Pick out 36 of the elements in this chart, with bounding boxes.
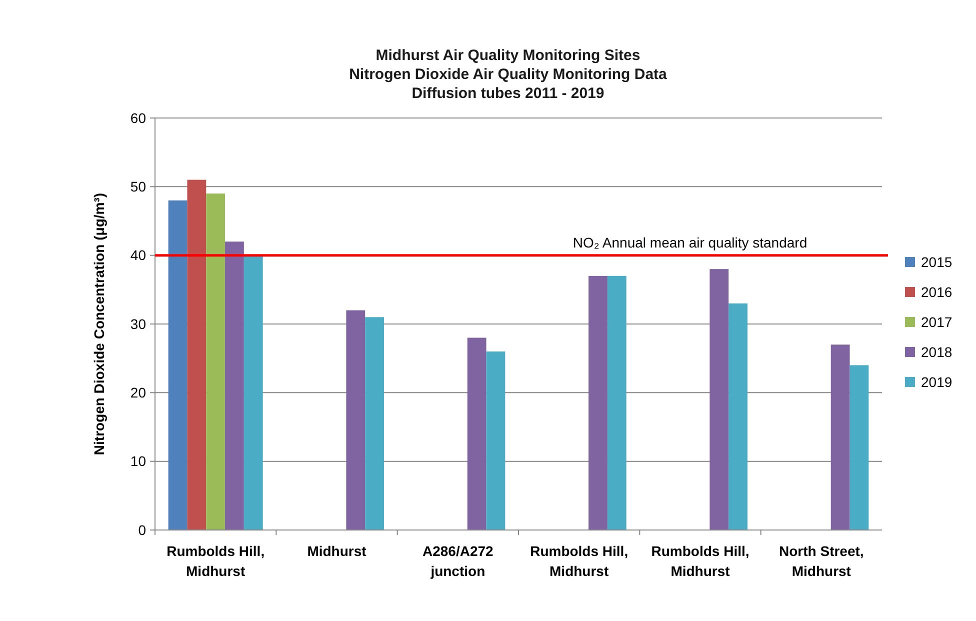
y-tick-label: 10 [130,453,146,470]
bar [607,276,626,530]
x-tick-label: A286/A272 junction [422,543,494,579]
legend-label: 2018 [921,344,952,360]
x-tick-label: Rumbolds Hill, Midhurst [166,543,265,579]
bar [486,351,506,530]
bar [588,276,608,530]
legend-label: 2019 [921,374,952,390]
bar [168,200,188,530]
bar [728,303,748,530]
bar [710,269,729,530]
x-tick-label: Midhurst [307,543,367,559]
bar [225,242,244,530]
y-tick-label: 0 [138,522,146,538]
ref-line-label: NO₂ Annual mean air quality standard [572,234,808,250]
x-tick-label: Rumbolds Hill, Midhurst [530,543,628,579]
bar [467,338,486,530]
legend-label: 2016 [921,284,952,300]
bar [346,310,366,530]
y-tick-label: 20 [130,384,146,401]
x-tick-label: Rumbolds Hill, Midhurst [651,543,750,579]
y-tick-label: 50 [130,178,146,195]
bar [244,255,263,530]
bar [206,194,226,530]
chart-title: Midhurst Air Quality Monitoring Sites Nitrogen Dioxide Air Quality Monitoring Data Diffusion tubes 2011 - 2019 [349,47,668,102]
bar [830,344,850,530]
bar [850,365,869,530]
legend-label: 2017 [921,314,952,330]
bar [187,180,206,530]
legend-label: 2015 [921,254,952,270]
bar [365,317,384,530]
y-axis-title: Nitrogen Dioxide Concentration (μg/m³) [91,192,107,456]
y-tick-label: 40 [130,247,146,264]
y-tick-label: 30 [130,316,146,332]
x-tick-label: North Street, Midhurst [779,543,864,579]
y-tick-label: 60 [130,110,146,126]
